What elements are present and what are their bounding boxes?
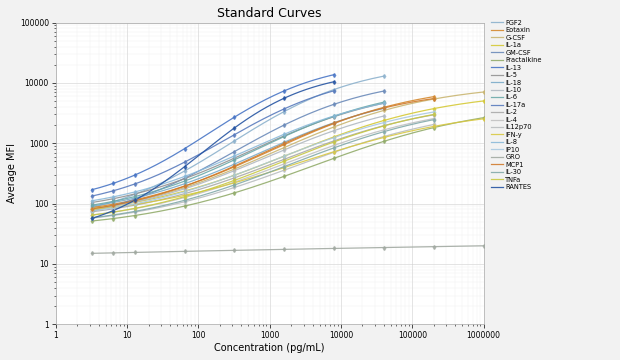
Legend: FGF2, Eotaxin, G-CSF, IL-1a, GM-CSF, Fractalkine, IL-13, IL-5, IL-18, IL-10, IL-: FGF2, Eotaxin, G-CSF, IL-1a, GM-CSF, Fra…	[491, 20, 542, 190]
X-axis label: Concentration (pg/mL): Concentration (pg/mL)	[215, 343, 325, 353]
Title: Standard Curves: Standard Curves	[218, 7, 322, 20]
Y-axis label: Average MFI: Average MFI	[7, 143, 17, 203]
